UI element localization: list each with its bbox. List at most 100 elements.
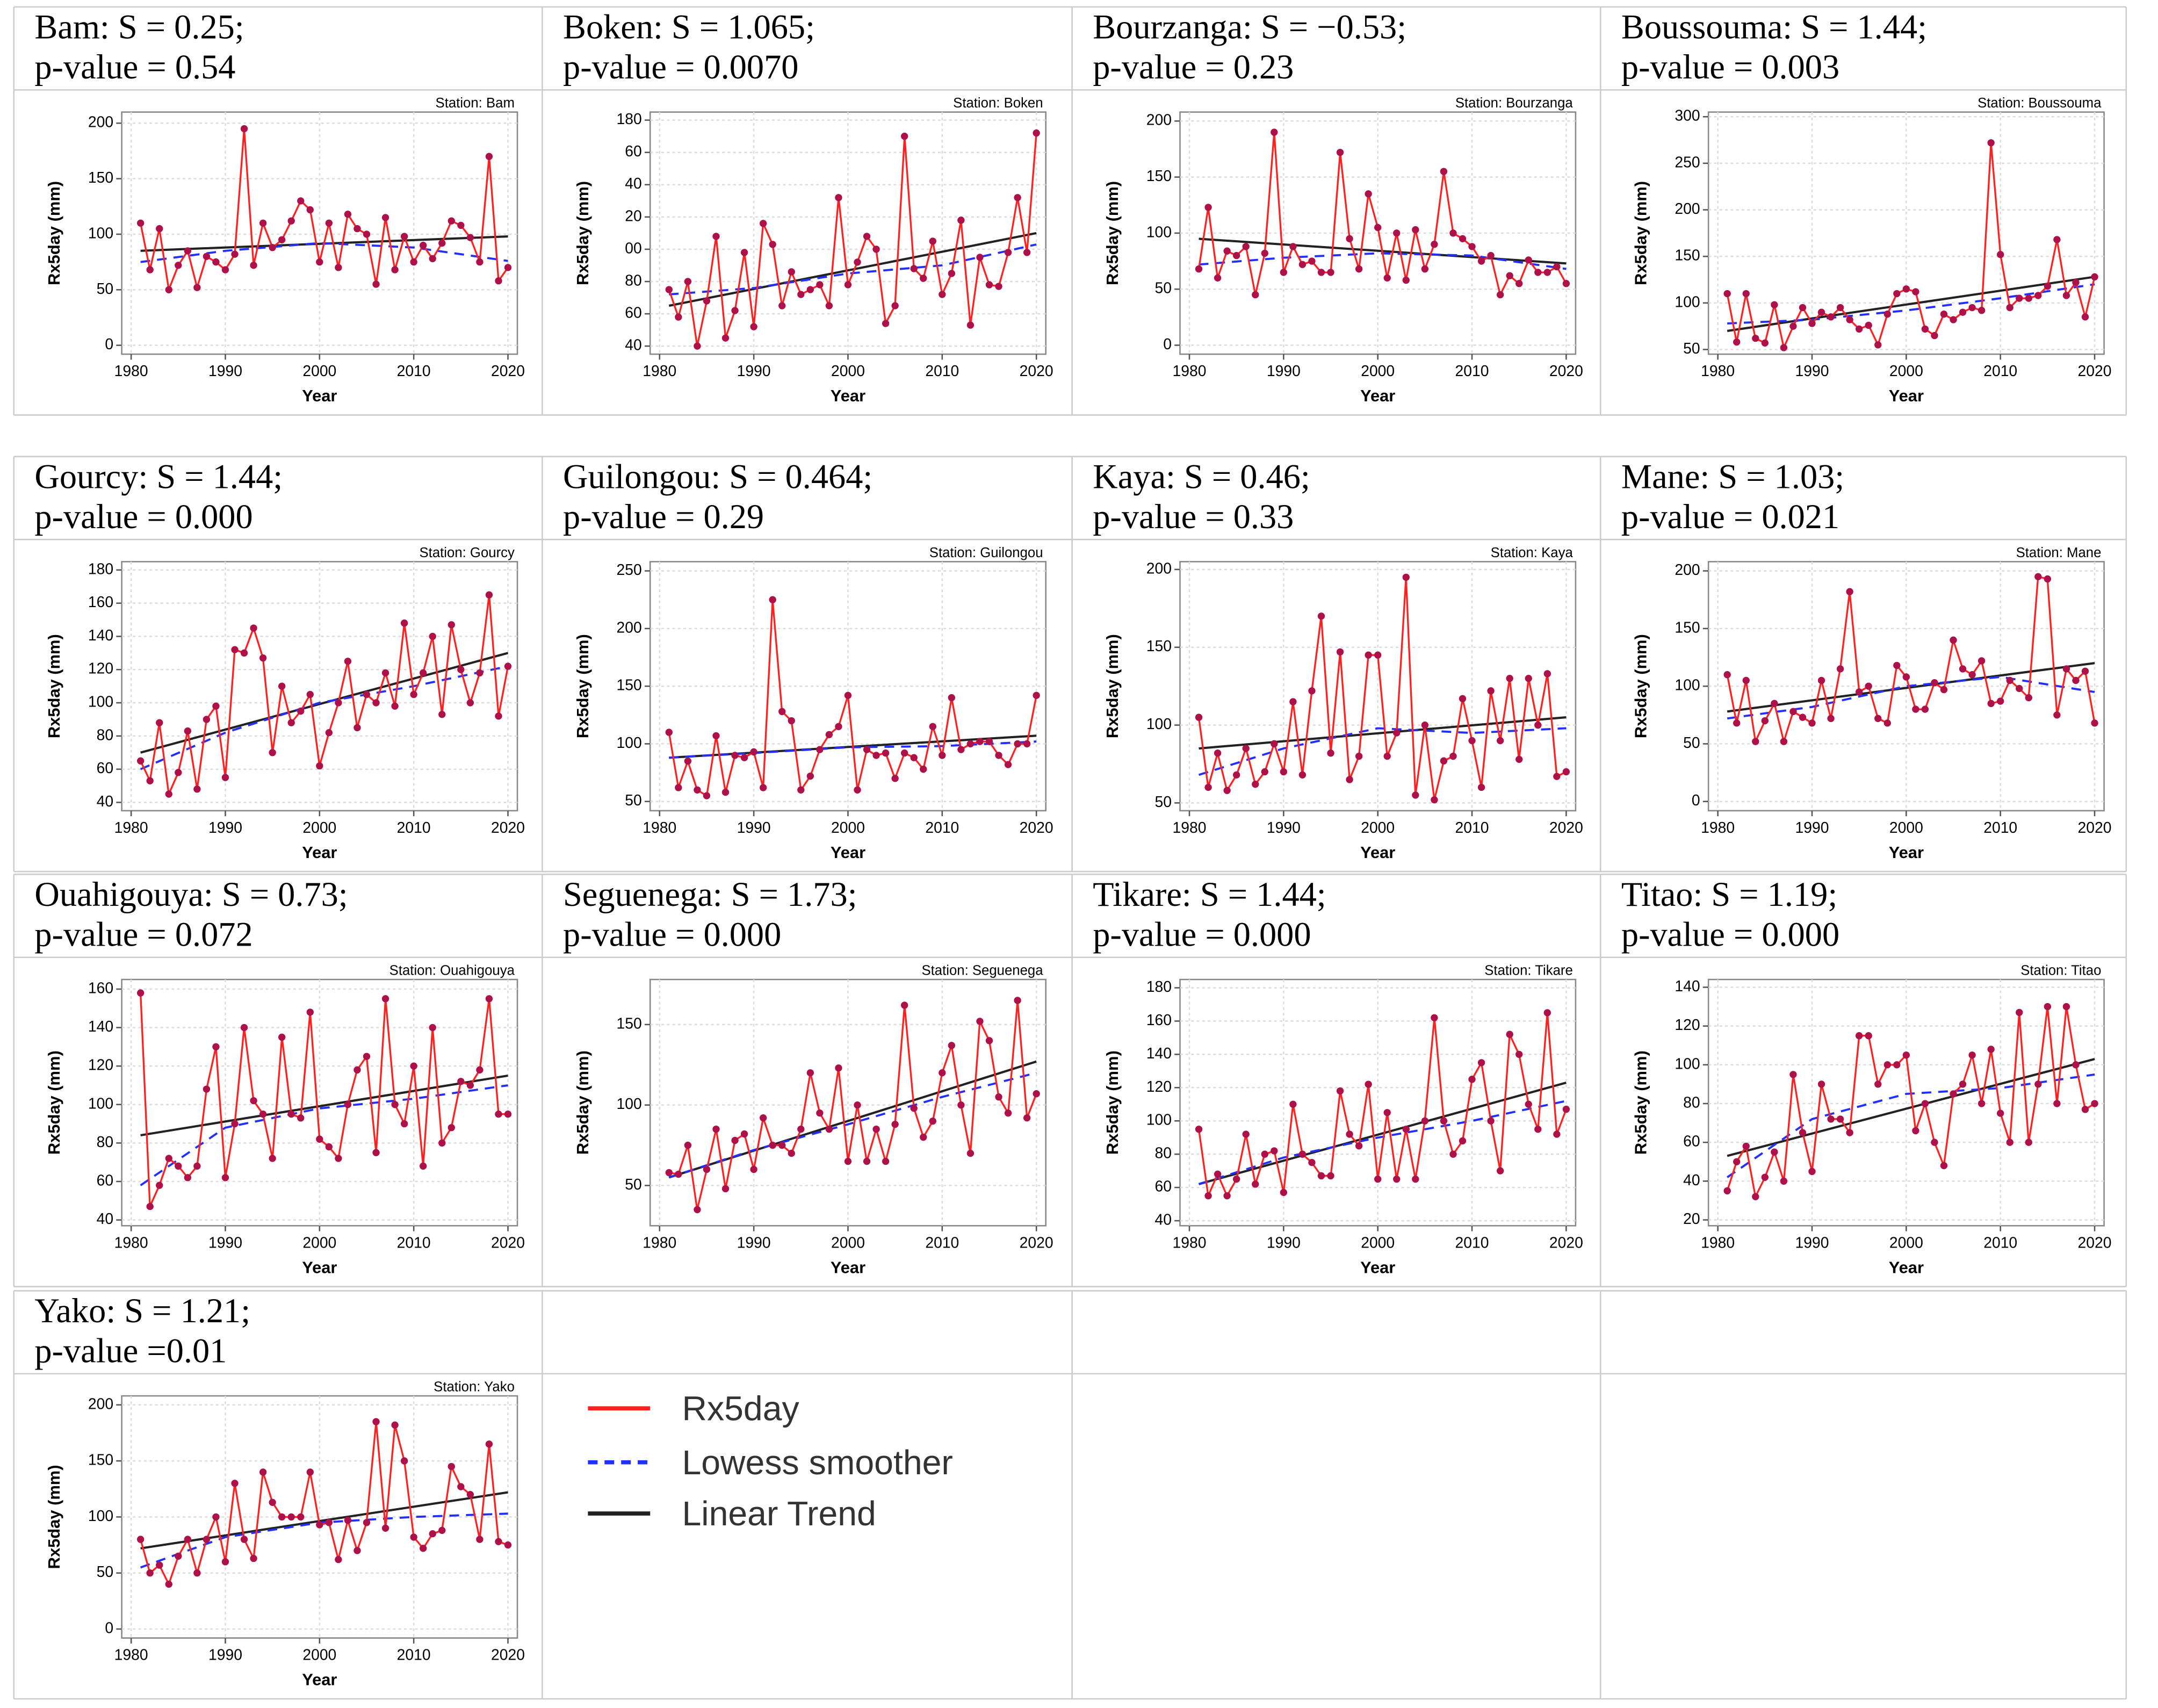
rx5day-point	[1525, 1100, 1532, 1108]
rx5day-point	[372, 699, 380, 707]
y-tick-label: 50	[625, 792, 642, 809]
rx5day-point	[231, 1120, 239, 1128]
x-tick-label: 2020	[2078, 819, 2112, 837]
y-tick-label: 60	[625, 143, 642, 160]
rx5day-point	[156, 719, 163, 726]
rx5day-point	[429, 255, 436, 263]
y-tick-label: 40	[1155, 1212, 1172, 1229]
rx5day-point	[1487, 687, 1495, 695]
rx5day-point	[438, 1139, 446, 1147]
rx5day-point	[466, 1082, 474, 1089]
station-label: Station: Gourcy	[420, 545, 515, 560]
rx5day-point	[306, 206, 314, 214]
x-tick-label: 2010	[1983, 1234, 2017, 1251]
rx5day-point	[212, 1513, 220, 1521]
rx5day-point	[712, 233, 720, 240]
rx5day-point	[797, 291, 805, 298]
rx5day-point	[1799, 304, 1807, 312]
rx5day-point	[1232, 1175, 1240, 1183]
rx5day-point	[806, 286, 814, 293]
panel: Tikare: S = 1.44;p-value = 0.000 Station:…	[1093, 875, 1583, 1277]
rx5day-point	[1874, 341, 1882, 349]
panel: Seguenega: S = 1.73;p-value = 0.000 Stati…	[563, 875, 1053, 1277]
y-axis-label: Rx5day (mm)	[1103, 634, 1122, 738]
lowess-line	[140, 1084, 508, 1186]
x-tick-label: 1990	[1795, 819, 1829, 837]
x-tick-label: 2000	[302, 819, 336, 837]
rx5day-point	[1431, 796, 1438, 804]
rx5day-point	[835, 723, 842, 730]
rx5day-line	[1726, 142, 2096, 351]
linear-trend	[1727, 662, 2095, 713]
rx5day-point	[363, 1053, 371, 1060]
rx5day-point	[1733, 1158, 1741, 1165]
rx5day-point	[1298, 1150, 1307, 1158]
rx5day-point	[1421, 721, 1429, 729]
x-tick-label: 1990	[1267, 1234, 1301, 1251]
rx5day-point	[788, 268, 795, 276]
rx5day-point	[1865, 321, 1872, 329]
station-label: Station: Yako	[434, 1379, 515, 1394]
rx5day-point	[1280, 1188, 1288, 1197]
rx5day-point	[250, 1097, 257, 1105]
rx5day-point	[1383, 274, 1391, 282]
rx5day-point	[2025, 1138, 2032, 1146]
rx5day-point	[1468, 1076, 1476, 1083]
rx5day-point	[146, 1569, 154, 1577]
rx5day-point	[476, 1066, 483, 1074]
rx5day-point	[1836, 665, 1844, 673]
rx5day-point	[1195, 265, 1203, 273]
y-tick-label: 200	[1146, 560, 1172, 577]
rx5day-point	[995, 1093, 1002, 1101]
rx5day-point	[712, 732, 720, 740]
rx5day-point	[948, 270, 956, 277]
rx5day-point	[1440, 1117, 1448, 1125]
rx5day-point	[995, 283, 1002, 290]
rx5day-point	[721, 788, 730, 796]
rx5day-point	[2034, 292, 2042, 299]
y-tick-label: 20	[1683, 1210, 1700, 1228]
rx5day-point	[1014, 194, 1021, 201]
rx5day-point	[1033, 129, 1040, 137]
rx5day-point	[1195, 1126, 1203, 1133]
y-axis-label: Rx5day (mm)	[1632, 181, 1650, 285]
rx5day-point	[1374, 651, 1382, 659]
rx5day-point	[212, 702, 220, 710]
rx5day-point	[1515, 280, 1523, 287]
y-tick-label: 250	[1675, 154, 1700, 171]
x-tick-label: 1980	[1701, 819, 1735, 837]
rx5day-point	[1393, 229, 1401, 237]
rx5day-point	[1023, 249, 1031, 256]
rx5day-point	[1808, 1168, 1816, 1176]
rx5day-point	[2006, 676, 2013, 684]
rx5day-point	[1204, 1192, 1212, 1200]
x-axis-label: Year	[302, 1670, 337, 1689]
rx5day-point	[297, 1513, 305, 1521]
x-tick-label: 2010	[397, 1234, 431, 1251]
rx5day-point	[2091, 1100, 2098, 1107]
station-label: Station: Ouahigouya	[389, 963, 515, 978]
panel-title: Ouahigouya: S = 0.73;	[34, 875, 348, 913]
x-tick-label: 1980	[1701, 363, 1735, 380]
rx5day-point	[335, 1155, 342, 1162]
rx5day-point	[175, 262, 182, 269]
x-tick-label: 1990	[1267, 363, 1301, 380]
rx5day-point	[1733, 338, 1741, 346]
x-tick-label: 2000	[1361, 1234, 1395, 1251]
rx5day-point	[335, 264, 342, 271]
rx5day-point	[231, 646, 239, 653]
x-tick-label: 1980	[1173, 1234, 1207, 1251]
rx5day-point	[665, 729, 673, 736]
rx5day-point	[1308, 257, 1316, 265]
rx5day-point	[966, 321, 975, 329]
rx5day-point	[684, 1141, 692, 1149]
panel-subtitle: p-value = 0.000	[1093, 916, 1311, 954]
rx5day-point	[381, 669, 389, 677]
y-tick-label: 200	[1675, 200, 1700, 218]
rx5day-line	[139, 128, 509, 293]
station-label: Station: Tikare	[1484, 963, 1573, 978]
rx5day-point	[920, 1133, 927, 1141]
rx5day-point	[1023, 740, 1031, 748]
rx5day-point	[1827, 313, 1835, 321]
